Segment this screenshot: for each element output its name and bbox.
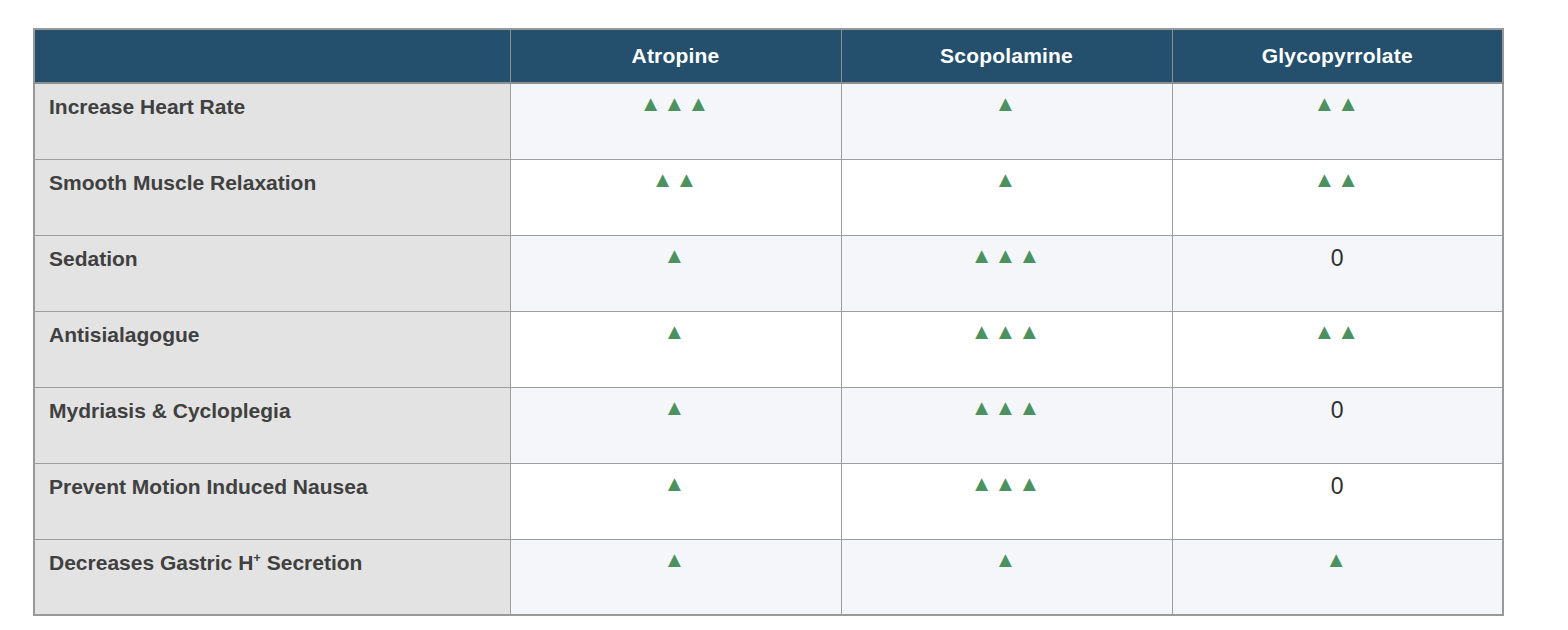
effect-rating-cell: ▲▲ [1172, 311, 1503, 387]
effect-rating-cell: ▲▲▲ [841, 463, 1172, 539]
table-row: Antisialagogue▲▲▲▲▲▲ [34, 311, 1503, 387]
triangle-rating-1: ▲ [1325, 549, 1349, 571]
triangle-rating-3: ▲▲▲ [971, 473, 1042, 495]
drug-comparison-table: AtropineScopolamineGlycopyrrolate Increa… [33, 28, 1504, 616]
table-row: Increase Heart Rate▲▲▲▲▲▲ [34, 83, 1503, 159]
zero-rating: 0 [1331, 473, 1344, 498]
row-label: Increase Heart Rate [34, 83, 510, 159]
row-label: Sedation [34, 235, 510, 311]
row-label: Antisialagogue [34, 311, 510, 387]
table-body: Increase Heart Rate▲▲▲▲▲▲Smooth Muscle R… [34, 83, 1503, 615]
effect-rating-cell: ▲ [841, 159, 1172, 235]
effect-rating-cell: ▲ [510, 235, 841, 311]
column-header-effect [34, 29, 510, 83]
triangle-rating-1: ▲ [664, 321, 688, 343]
triangle-rating-3: ▲▲▲ [971, 397, 1042, 419]
effect-rating-cell: ▲ [510, 311, 841, 387]
triangle-rating-3: ▲▲▲ [971, 245, 1042, 267]
effect-rating-cell: ▲▲▲ [510, 83, 841, 159]
zero-rating: 0 [1331, 245, 1344, 270]
triangle-rating-1: ▲ [995, 549, 1019, 571]
table-row: Sedation▲▲▲▲0 [34, 235, 1503, 311]
column-header-atropine: Atropine [510, 29, 841, 83]
triangle-rating-2: ▲▲ [1313, 169, 1361, 191]
table-row: Decreases Gastric H+ Secretion ▲ ▲ ▲ [34, 539, 1503, 615]
triangle-rating-1: ▲ [664, 473, 688, 495]
column-header-glycopyrrolate: Glycopyrrolate [1172, 29, 1503, 83]
triangle-rating-1: ▲ [995, 169, 1019, 191]
zero-rating: 0 [1331, 397, 1344, 422]
header-row: AtropineScopolamineGlycopyrrolate [34, 29, 1503, 83]
effect-rating-cell: ▲ [841, 83, 1172, 159]
effect-rating-cell: ▲ [1172, 539, 1503, 615]
effect-rating-cell: ▲▲▲ [841, 387, 1172, 463]
table-row: Prevent Motion Induced Nausea▲▲▲▲0 [34, 463, 1503, 539]
triangle-rating-3: ▲▲▲ [971, 321, 1042, 343]
effect-rating-cell: 0 [1172, 387, 1503, 463]
triangle-rating-2: ▲▲ [652, 169, 700, 191]
triangle-rating-3: ▲▲▲ [640, 93, 711, 115]
column-header-scopolamine: Scopolamine [841, 29, 1172, 83]
row-label: Prevent Motion Induced Nausea [34, 463, 510, 539]
drug-comparison-table-container: AtropineScopolamineGlycopyrrolate Increa… [33, 28, 1504, 616]
row-label: Smooth Muscle Relaxation [34, 159, 510, 235]
effect-rating-cell: ▲▲▲ [841, 235, 1172, 311]
effect-rating-cell: ▲▲ [1172, 159, 1503, 235]
effect-rating-cell: ▲ [510, 387, 841, 463]
effect-rating-cell: ▲ [510, 539, 841, 615]
row-label: Decreases Gastric H+ Secretion [34, 539, 510, 615]
triangle-rating-1: ▲ [664, 245, 688, 267]
superscript-plus: + [253, 550, 261, 565]
effect-rating-cell: 0 [1172, 235, 1503, 311]
table-header: AtropineScopolamineGlycopyrrolate [34, 29, 1503, 83]
triangle-rating-1: ▲ [664, 397, 688, 419]
table-row: Mydriasis & Cycloplegia▲▲▲▲0 [34, 387, 1503, 463]
table-row: Smooth Muscle Relaxation▲▲▲▲▲ [34, 159, 1503, 235]
effect-rating-cell: ▲ [841, 539, 1172, 615]
effect-rating-cell: 0 [1172, 463, 1503, 539]
effect-rating-cell: ▲▲ [1172, 83, 1503, 159]
effect-rating-cell: ▲▲▲ [841, 311, 1172, 387]
effect-rating-cell: ▲▲ [510, 159, 841, 235]
row-label: Mydriasis & Cycloplegia [34, 387, 510, 463]
triangle-rating-1: ▲ [995, 93, 1019, 115]
triangle-rating-2: ▲▲ [1313, 321, 1361, 343]
effect-rating-cell: ▲ [510, 463, 841, 539]
triangle-rating-1: ▲ [664, 549, 688, 571]
triangle-rating-2: ▲▲ [1313, 93, 1361, 115]
